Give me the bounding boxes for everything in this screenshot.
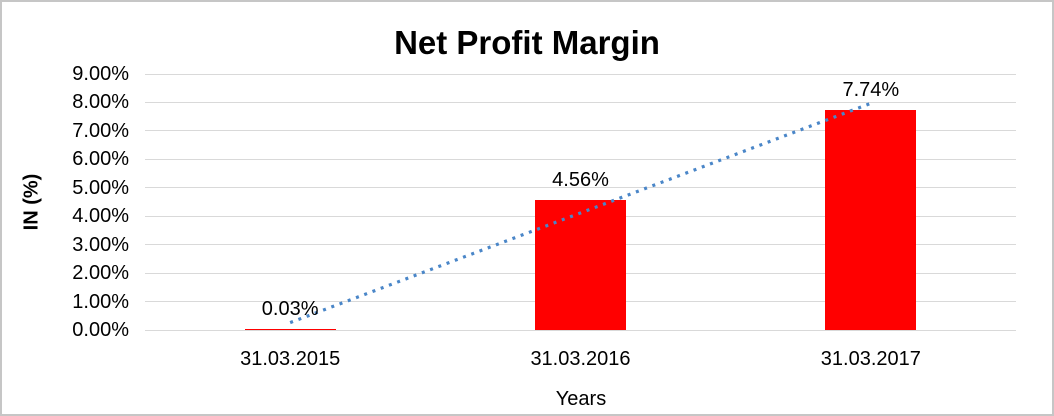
- gridline: [145, 329, 1016, 331]
- x-axis-title: Years: [555, 388, 607, 410]
- plot-area: 0.03% 4.56% 7.74%: [145, 73, 1016, 331]
- y-axis-tick-label: 3.00%: [72, 233, 129, 256]
- data-label: 0.03%: [261, 298, 319, 320]
- y-axis-tick-label: 1.00%: [72, 290, 129, 313]
- chart-title: Net Profit Margin: [394, 24, 660, 61]
- gridline: [145, 101, 1016, 103]
- x-axis-category-label: 31.03.2015: [240, 348, 341, 370]
- y-axis-tick-label: 6.00%: [72, 148, 129, 171]
- x-axis-category-label: 31.03.2016: [530, 348, 631, 370]
- y-axis-tick-label: 7.00%: [72, 119, 129, 142]
- bar-31.03.2017: [825, 110, 917, 330]
- y-axis-tick-label: 9.00%: [72, 63, 129, 85]
- data-label: 4.56%: [552, 169, 609, 191]
- x-axis-category-label: 31.03.2017: [820, 348, 921, 370]
- y-axis-tick-label: 2.00%: [72, 262, 129, 285]
- bar-31.03.2016: [535, 200, 626, 330]
- y-axis-tick-label: 5.00%: [72, 176, 129, 199]
- gridline: [145, 73, 1016, 75]
- data-label: 7.74%: [842, 79, 900, 101]
- y-axis-tick-label: 8.00%: [72, 91, 129, 114]
- y-axis-tick-label: 4.00%: [72, 205, 129, 228]
- y-axis-tick-label: 0.00%: [72, 319, 129, 341]
- bar-31.03.2015: [244, 329, 336, 330]
